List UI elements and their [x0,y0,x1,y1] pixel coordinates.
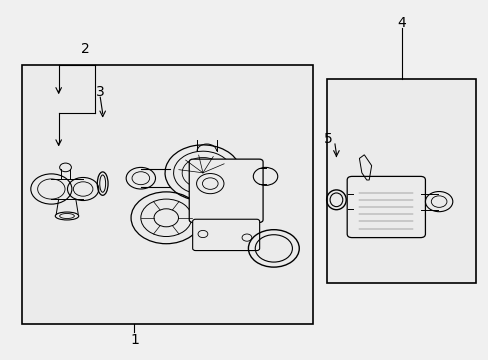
FancyBboxPatch shape [346,176,425,238]
Bar [326,79,475,283]
Text: 4: 4 [397,17,406,30]
Text: 1: 1 [130,333,139,347]
FancyBboxPatch shape [189,159,263,222]
FancyBboxPatch shape [192,219,259,251]
Text: 2: 2 [81,42,90,55]
Text: 3: 3 [96,85,104,99]
Bar [22,65,312,324]
Text: 5: 5 [324,132,332,145]
